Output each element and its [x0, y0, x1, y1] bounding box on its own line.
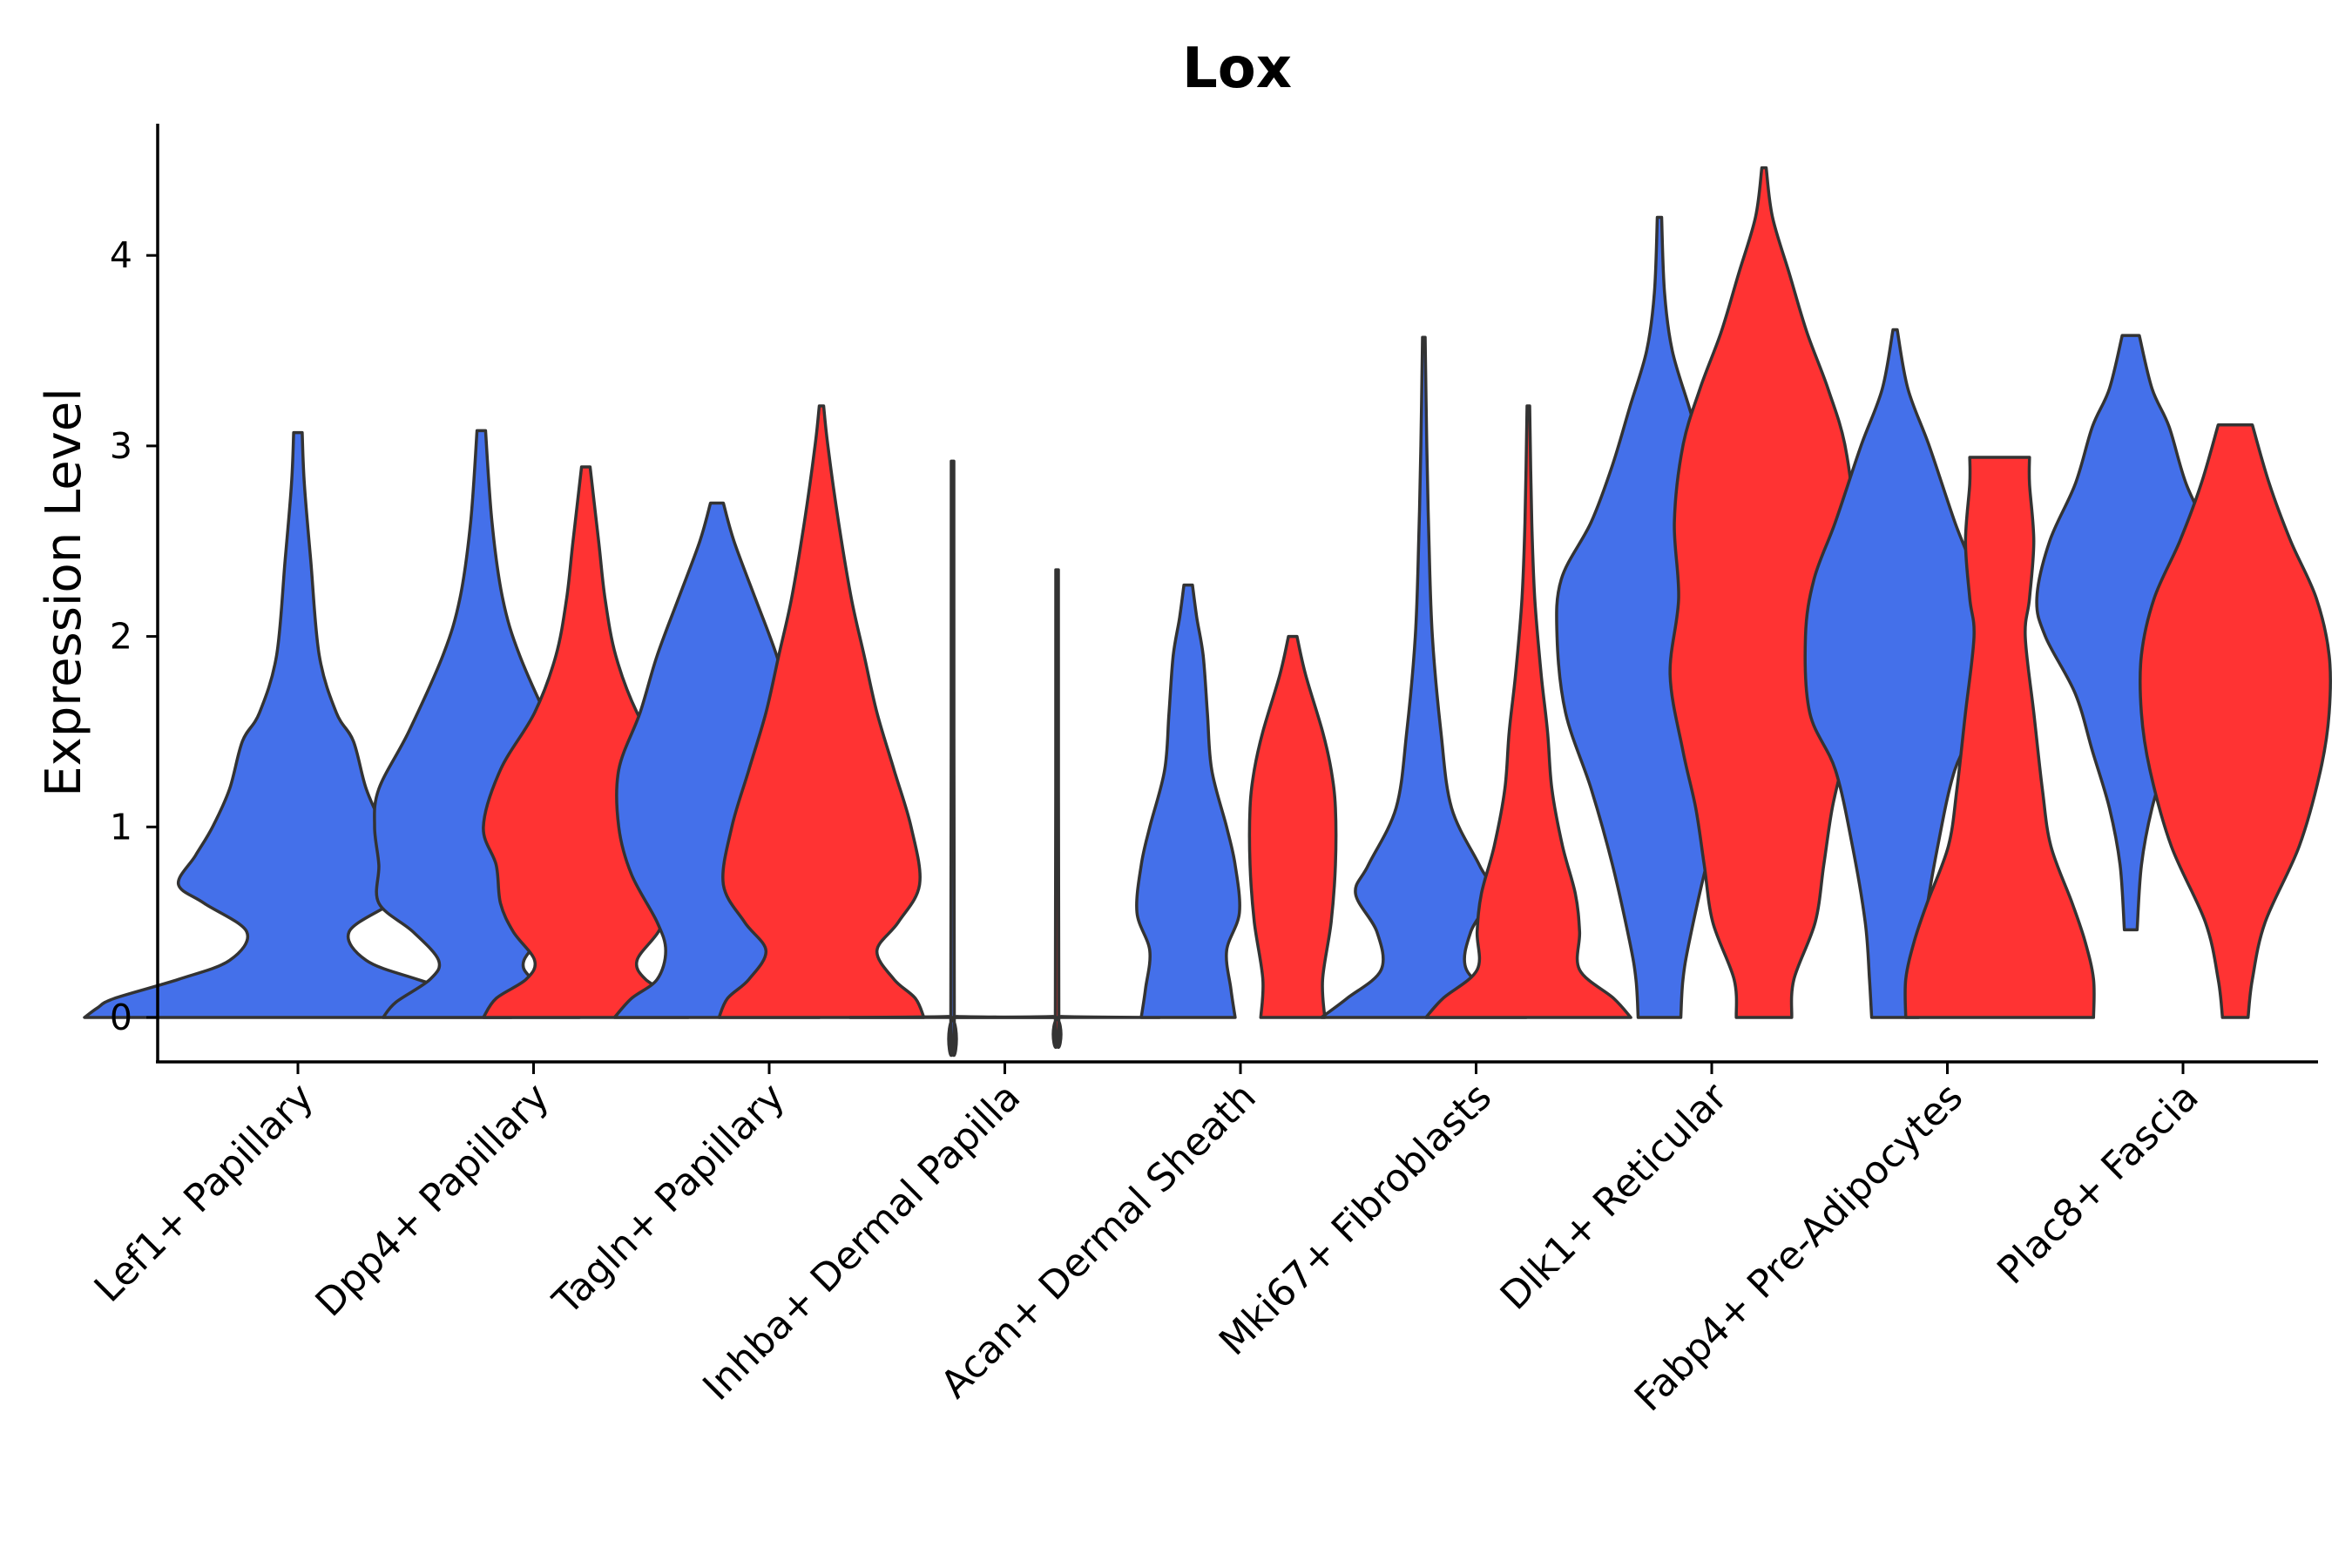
violin-red-3 — [953, 568, 1161, 1049]
violin-red-2 — [717, 404, 926, 1019]
violin-group — [83, 166, 2333, 1058]
violin-red-8 — [2138, 423, 2333, 1019]
violin-blue-4 — [1135, 583, 1241, 1019]
violin-blue-7 — [1803, 328, 1987, 1019]
violin-red-5 — [1424, 404, 1632, 1019]
y-axis-label: Expression Level — [36, 388, 92, 797]
x-tick-label-0: Lef1+ Papillary — [86, 1075, 322, 1311]
x-tick-label-5: Mki67+ Fibroblasts — [1211, 1075, 1500, 1364]
y-tick-label-3: 3 — [110, 425, 132, 467]
x-tick-label-2: Tagln+ Papillary — [544, 1075, 794, 1324]
x-tick-label-1: Dpp4+ Papillary — [308, 1075, 558, 1326]
violin-red-4 — [1247, 634, 1338, 1019]
chart-title: Lox — [1182, 37, 1292, 101]
x-tick-label-8: Plac8+ Fascia — [1989, 1075, 2207, 1294]
y-tick-label-2: 2 — [110, 616, 132, 658]
axes — [156, 124, 2318, 1064]
x-tick-label-6: Dlk1+ Reticular — [1492, 1074, 1737, 1319]
violin-red-7 — [1903, 456, 2096, 1019]
y-tick-label-1: 1 — [110, 806, 132, 848]
violin-blue-3 — [848, 459, 1057, 1058]
y-tick-label-4: 4 — [110, 234, 132, 276]
y-tick-label-0: 0 — [110, 997, 132, 1038]
y-ticks: 0 1 2 3 4 — [110, 234, 158, 1038]
